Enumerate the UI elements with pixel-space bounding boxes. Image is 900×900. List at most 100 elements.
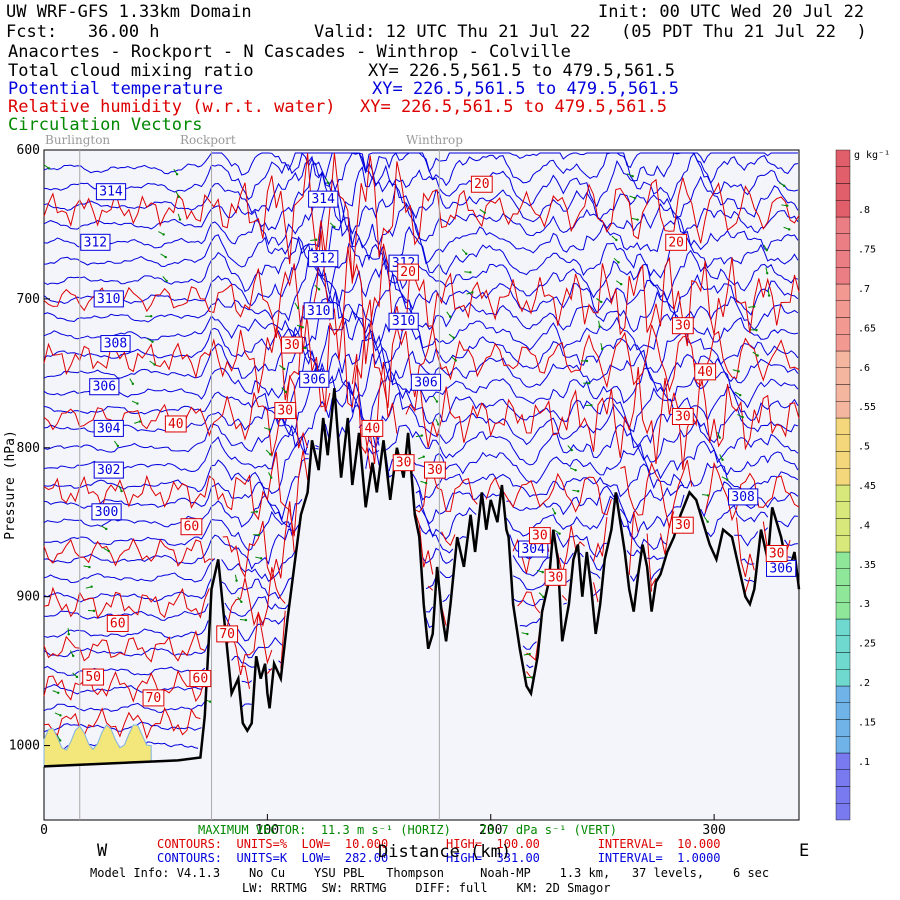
circulation-vector-head (465, 252, 468, 256)
theta-isentrope (43, 247, 799, 323)
colorbar-segment (835, 250, 851, 268)
rh-label-box (281, 336, 303, 354)
circulation-vector-head (177, 195, 180, 199)
circulation-vector-head (240, 600, 243, 604)
colorbar-segment (835, 417, 851, 435)
theta-isentrope (43, 163, 799, 231)
x-axis-label: Distance (km) (378, 842, 512, 862)
theta-label: 306 (303, 372, 326, 387)
circulation-vector-head (615, 238, 618, 242)
circulation-vector-head (633, 196, 637, 200)
circulation-vector-head (765, 271, 769, 275)
colorbar-segment (835, 736, 851, 754)
colorbar-tick-label: .15 (858, 717, 876, 728)
header-title: UW WRF-GFS 1.33km Domain (6, 2, 252, 22)
circulation-vector-head (149, 315, 153, 318)
rh-label: 70 (219, 627, 235, 642)
circulation-vector-head (737, 370, 740, 373)
circulation-vector-head (244, 618, 248, 622)
location-label-winthrop: Winthrop (406, 133, 463, 147)
circulation-vector-head (162, 233, 165, 236)
colorbar-segment (835, 702, 851, 720)
rh-label-box (544, 568, 567, 586)
x-tick-label: 100 (256, 823, 279, 838)
plot-frame (43, 149, 800, 821)
circulation-vector-head (454, 359, 457, 362)
colorbar-segment (835, 685, 851, 703)
rh-label: 60 (184, 520, 200, 535)
rh-label: 30 (675, 518, 691, 533)
circulation-vector-head (483, 211, 486, 214)
colorbar-segment (835, 535, 851, 553)
header-forecast-hour: Fcst: 36.00 h (6, 22, 160, 42)
theta-label: 306 (414, 375, 437, 390)
circulation-vector-head (88, 565, 91, 569)
model-info-physics-text: LW: RRTMG SW: RRTMG DIFF: full KM: 2D Sm… (242, 881, 611, 895)
theta-isentrope (43, 721, 202, 733)
circulation-vector-head (739, 393, 742, 397)
theta-label-box (299, 370, 330, 388)
location-label-rockport: Rockport (180, 133, 236, 147)
max-vector-text: MAXIMUM VECTOR: 11.3 m s⁻¹ (HORIZ) 73.7 … (198, 823, 618, 837)
rh-label: 30 (532, 529, 548, 544)
y-tick-label: 900 (17, 590, 40, 605)
colorbar-segment (835, 585, 851, 603)
rh-label: 40 (168, 417, 184, 432)
rh-label-box (164, 415, 187, 433)
colorbar-segment (835, 451, 851, 469)
circulation-vector-head (636, 218, 639, 221)
rh-label: 30 (396, 456, 412, 471)
theta-label: 310 (97, 292, 120, 307)
theta-isentrope (43, 317, 799, 379)
theta-label-box (308, 250, 339, 268)
circulation-vector-head (164, 255, 167, 259)
circulation-vector-head (553, 512, 557, 515)
circulation-vector-head (178, 218, 182, 221)
location-markers (79, 150, 440, 820)
y-tick-label: 600 (17, 143, 40, 158)
rh-label: 30 (277, 404, 293, 419)
colorbar-tick-label: .25 (858, 639, 876, 650)
rh-label: 30 (769, 546, 785, 561)
axes: 0 100 200 300 600 700 800 900 1000 Pressure (hPa) (3, 143, 726, 838)
circulation-vector-head (590, 404, 593, 407)
theta-label-box (388, 312, 419, 330)
circulation-vector-head (576, 490, 580, 493)
rh-contour (43, 665, 532, 703)
colorbar-segment (835, 468, 851, 486)
circulation-vector-head (528, 652, 531, 656)
circulation-vector-head (283, 367, 286, 371)
theta-label: 306 (93, 380, 116, 395)
theta-label: 314 (99, 185, 123, 200)
circulation-vector-head (471, 291, 474, 294)
circulation-vector-head (741, 415, 744, 419)
field-rh-name: Relative humidity (w.r.t. water) (8, 97, 336, 117)
circulation-vector-head (600, 300, 603, 304)
rh-label: 30 (427, 463, 443, 478)
theta-label: 310 (307, 304, 330, 319)
circulation-vector-head (541, 570, 544, 574)
theta-label: 308 (104, 337, 127, 352)
circulation-vector-head (92, 609, 96, 613)
colorbar-segment (835, 233, 851, 251)
header-init-time: Init: 00 UTC Wed 20 Jul 22 (598, 2, 865, 22)
theta-label-box (89, 378, 120, 396)
circulation-vector-head (235, 579, 238, 582)
rh-label-box (180, 518, 203, 536)
theta-label-box (100, 335, 131, 353)
colorbar-segment (835, 267, 851, 285)
circulation-vector-head (57, 691, 60, 695)
colorbar-tick-label: .7 (858, 284, 870, 295)
colorbar-segment (835, 769, 851, 787)
theta-isentrope (43, 517, 798, 571)
colorbar-segment (835, 618, 851, 636)
field-vector-name: Circulation Vectors (8, 115, 203, 135)
contour-labels: 3143143123123123103103103083063063063043… (80, 175, 797, 707)
colorbar-tick-label: .2 (858, 678, 870, 689)
circulation-vector-head (469, 271, 472, 274)
circulation-vector-head (75, 675, 79, 679)
theta-label-box (410, 373, 442, 391)
y-tick-label: 700 (17, 292, 40, 307)
rh-label: 50 (85, 670, 101, 685)
